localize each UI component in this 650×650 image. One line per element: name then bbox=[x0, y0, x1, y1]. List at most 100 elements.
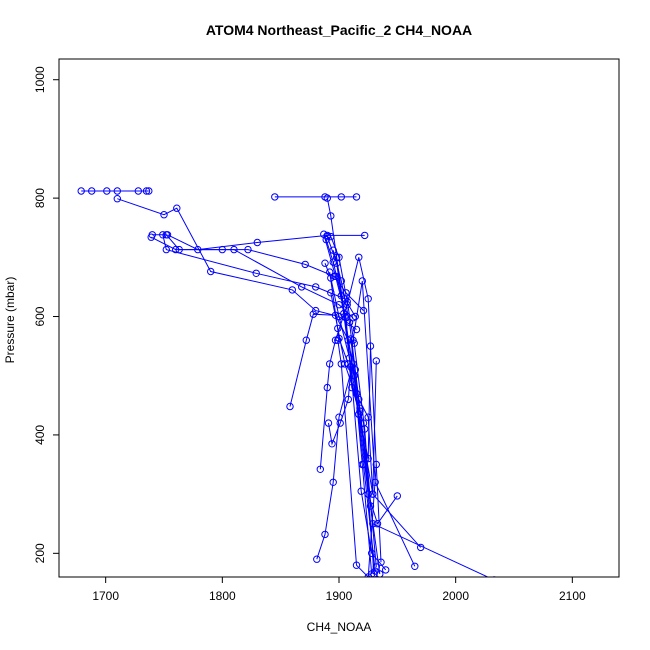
data-point bbox=[253, 238, 261, 247]
data-point bbox=[323, 383, 331, 392]
data-point bbox=[326, 268, 334, 276]
data-point bbox=[328, 440, 336, 448]
data-point bbox=[162, 245, 171, 254]
series-line bbox=[332, 250, 375, 575]
data-point bbox=[88, 187, 96, 195]
data-point bbox=[355, 410, 363, 418]
data-point bbox=[173, 204, 181, 212]
data-point bbox=[337, 277, 345, 285]
y-tick-label: 1000 bbox=[33, 66, 47, 93]
data-point bbox=[321, 530, 329, 539]
data-point bbox=[358, 277, 366, 285]
x-axis-label: CH4_NOAA bbox=[307, 620, 372, 634]
series-21 bbox=[347, 335, 380, 498]
data-point bbox=[357, 487, 365, 495]
data-point bbox=[372, 357, 380, 365]
data-point bbox=[371, 567, 379, 575]
data-point bbox=[335, 334, 343, 343]
data-point bbox=[301, 260, 309, 269]
data-point bbox=[316, 465, 324, 473]
data-point bbox=[351, 312, 359, 321]
data-point bbox=[344, 395, 352, 404]
data-point bbox=[77, 187, 85, 195]
data-point bbox=[321, 259, 329, 267]
data-point bbox=[113, 195, 122, 203]
series-line bbox=[337, 340, 377, 577]
data-point bbox=[324, 419, 333, 427]
data-point bbox=[252, 269, 260, 277]
data-point bbox=[163, 231, 172, 239]
x-tick-label: 1800 bbox=[209, 589, 236, 603]
data-point bbox=[352, 561, 361, 569]
data-point bbox=[113, 187, 122, 195]
y-tick-label: 200 bbox=[33, 543, 47, 563]
data-point bbox=[334, 336, 342, 344]
data-point bbox=[411, 562, 419, 570]
data-point bbox=[159, 231, 167, 239]
data-point bbox=[352, 193, 361, 201]
data-point bbox=[337, 193, 345, 201]
y-tick-label: 400 bbox=[33, 425, 47, 445]
plot-frame bbox=[58, 58, 620, 578]
data-point bbox=[343, 298, 351, 306]
data-point bbox=[382, 566, 390, 574]
series-1 bbox=[77, 187, 153, 195]
data-point bbox=[134, 187, 143, 195]
data-point bbox=[207, 267, 215, 276]
data-point bbox=[342, 314, 350, 322]
data-point bbox=[313, 555, 321, 563]
data-point bbox=[271, 193, 279, 201]
data-point bbox=[103, 187, 111, 195]
data-point bbox=[145, 187, 153, 195]
data-point bbox=[348, 383, 356, 392]
data-point bbox=[366, 342, 375, 350]
data-point bbox=[142, 187, 151, 195]
data-point bbox=[329, 478, 337, 486]
data-point bbox=[364, 295, 372, 303]
data-point bbox=[323, 194, 331, 202]
data-point bbox=[286, 402, 294, 411]
series-line bbox=[167, 234, 365, 251]
data-point bbox=[364, 454, 372, 463]
x-tick-label: 1700 bbox=[92, 589, 119, 603]
data-point bbox=[194, 245, 202, 254]
x-tick-label: 1900 bbox=[326, 589, 353, 603]
data-point bbox=[393, 492, 401, 500]
data-point bbox=[361, 231, 369, 240]
data-point bbox=[288, 286, 296, 294]
data-point bbox=[331, 272, 340, 280]
series-6 bbox=[163, 231, 369, 254]
data-point bbox=[352, 325, 361, 334]
data-point bbox=[302, 336, 310, 344]
data-point bbox=[355, 253, 363, 261]
data-point bbox=[327, 212, 335, 220]
plot-area bbox=[77, 187, 497, 577]
x-tick-label: 2000 bbox=[442, 589, 469, 603]
data-point bbox=[230, 245, 238, 254]
data-point bbox=[326, 360, 334, 368]
data-point bbox=[372, 563, 380, 571]
series-22 bbox=[326, 268, 375, 463]
data-point bbox=[309, 310, 317, 318]
data-point bbox=[373, 520, 382, 528]
series-line bbox=[326, 236, 376, 572]
data-point bbox=[160, 211, 168, 219]
y-tick-label: 800 bbox=[33, 188, 47, 208]
chart-title: ATOM4 Northeast_Pacific_2 CH4_NOAA bbox=[206, 22, 472, 38]
data-point bbox=[336, 419, 344, 427]
data-point bbox=[344, 360, 352, 368]
data-point bbox=[148, 231, 157, 239]
data-point bbox=[364, 413, 372, 421]
data-point bbox=[312, 283, 320, 291]
series-line bbox=[319, 257, 382, 563]
data-point bbox=[331, 336, 340, 344]
data-point bbox=[337, 360, 345, 368]
data-point bbox=[347, 335, 355, 343]
series-line bbox=[329, 272, 371, 459]
data-point bbox=[244, 245, 252, 254]
y-axis-label: Pressure (mbar) bbox=[3, 277, 17, 364]
y-tick-label: 600 bbox=[33, 306, 47, 326]
data-point bbox=[369, 490, 377, 498]
